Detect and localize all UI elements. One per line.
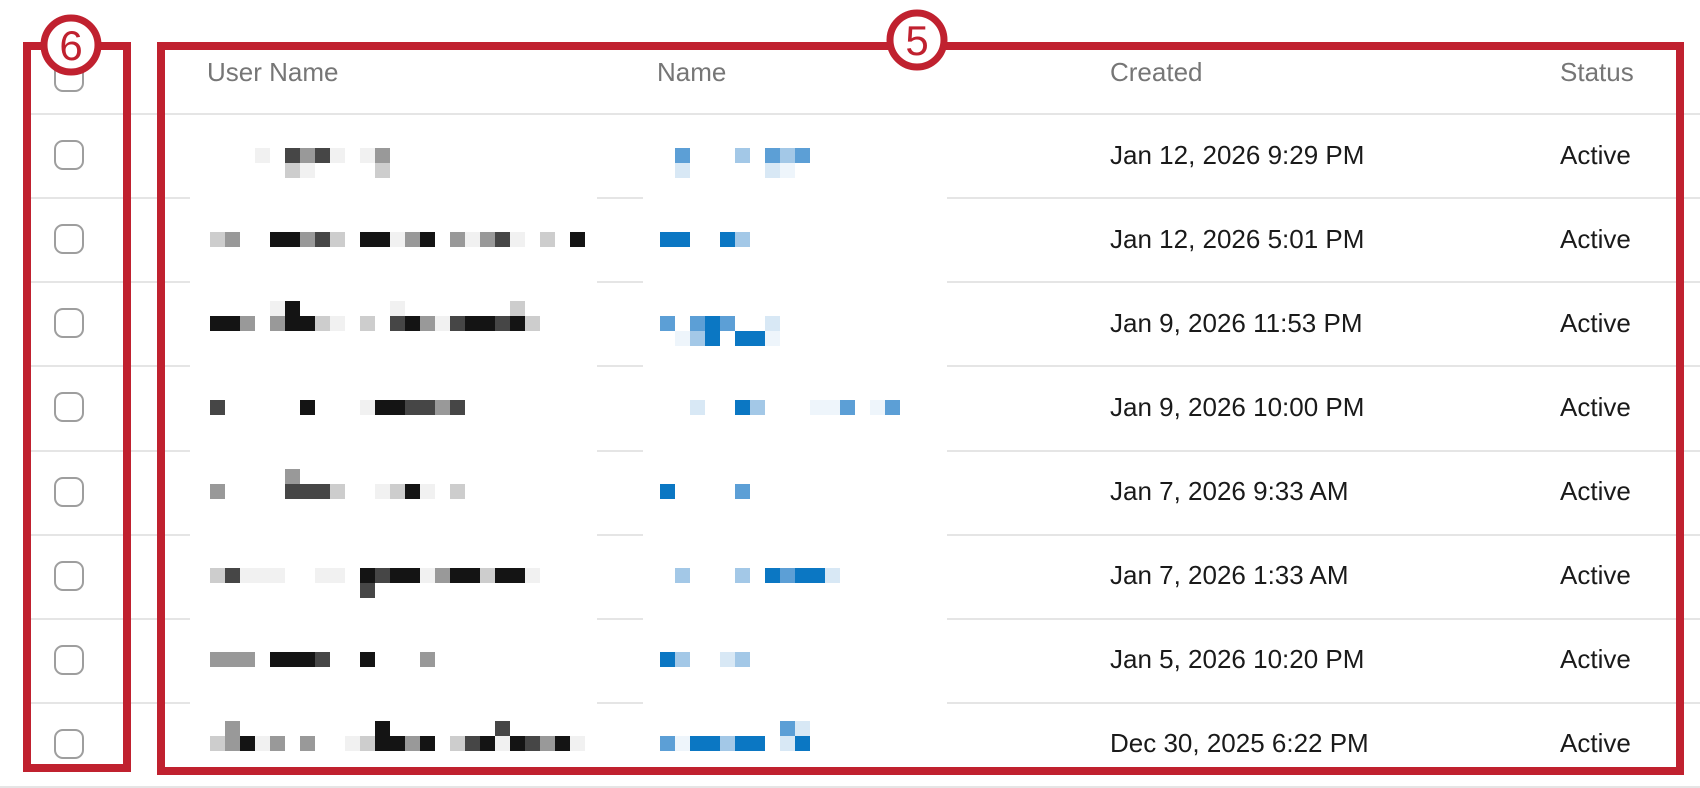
redaction-cell <box>795 721 810 737</box>
redaction-cell <box>675 568 690 584</box>
redaction-cell <box>885 399 900 415</box>
redaction-cell <box>675 162 690 178</box>
table-row[interactable]: Jan 9, 2026 10:00 PM Active <box>0 365 1700 449</box>
status-cell: Active <box>1560 476 1631 507</box>
status-cell: Active <box>1560 307 1631 338</box>
created-cell: Jan 7, 2026 1:33 AM <box>1110 560 1349 591</box>
redaction-cell <box>720 736 735 752</box>
redacted-name <box>0 365 1700 449</box>
table-row[interactable]: Jan 12, 2026 9:29 PM Active <box>0 113 1700 197</box>
redaction-cell <box>780 736 795 752</box>
table-row[interactable]: Jan 7, 2026 1:33 AM Active <box>0 534 1700 618</box>
redaction-cell <box>795 147 810 163</box>
redaction-cell <box>690 736 705 752</box>
redaction-cell <box>735 231 750 247</box>
status-cell: Active <box>1560 139 1631 170</box>
redaction-cell <box>735 568 750 584</box>
redacted-name <box>0 702 1700 786</box>
redaction-cell <box>810 568 825 584</box>
redaction-cell <box>735 484 750 500</box>
redaction-cell <box>675 652 690 668</box>
redaction-cell <box>675 231 690 247</box>
redaction-cell <box>720 231 735 247</box>
table-row[interactable]: Dec 30, 2025 6:22 PM Active <box>0 702 1700 786</box>
redacted-name <box>0 113 1700 197</box>
redaction-cell <box>780 147 795 163</box>
created-cell: Jan 5, 2026 10:20 PM <box>1110 644 1365 675</box>
table-row[interactable]: Jan 7, 2026 9:33 AM Active <box>0 450 1700 534</box>
table-row[interactable]: Jan 9, 2026 11:53 PM Active <box>0 281 1700 365</box>
status-cell: Active <box>1560 644 1631 675</box>
redaction-cell <box>735 147 750 163</box>
column-header-created: Created <box>1110 57 1203 87</box>
redacted-name <box>0 197 1700 281</box>
redacted-name <box>0 281 1700 365</box>
table-row[interactable]: Jan 12, 2026 5:01 PM Active <box>0 197 1700 281</box>
status-cell: Active <box>1560 560 1631 591</box>
created-cell: Jan 12, 2026 5:01 PM <box>1110 223 1365 254</box>
redaction-cell <box>735 736 750 752</box>
redaction-cell <box>750 736 765 752</box>
redaction-cell <box>735 652 750 668</box>
redaction-cell <box>660 231 675 247</box>
redaction-cell <box>780 721 795 737</box>
column-header-name: Name <box>657 57 727 87</box>
redaction-cell <box>690 315 705 331</box>
table-row[interactable]: Jan 5, 2026 10:20 PM Active <box>0 618 1700 702</box>
created-cell: Dec 30, 2025 6:22 PM <box>1110 728 1369 759</box>
redaction-cell <box>765 315 780 331</box>
select-all-checkbox[interactable] <box>54 62 84 92</box>
redaction-cell <box>675 736 690 752</box>
redaction-cell <box>780 162 795 178</box>
redacted-name <box>0 534 1700 618</box>
redaction-cell <box>705 330 720 346</box>
redaction-cell <box>870 399 885 415</box>
redaction-cell <box>675 147 690 163</box>
redaction-cell <box>825 399 840 415</box>
redaction-cell <box>720 652 735 668</box>
redaction-cell <box>810 399 825 415</box>
status-cell: Active <box>1560 223 1631 254</box>
created-cell: Jan 12, 2026 9:29 PM <box>1110 139 1365 170</box>
redaction-cell <box>690 399 705 415</box>
redaction-cell <box>765 330 780 346</box>
redaction-cell <box>795 736 810 752</box>
redaction-cell <box>735 330 750 346</box>
redaction-cell <box>840 399 855 415</box>
redaction-cell <box>660 315 675 331</box>
redaction-cell <box>750 399 765 415</box>
redaction-cell <box>825 568 840 584</box>
redaction-cell <box>690 330 705 346</box>
redaction-cell <box>765 568 780 584</box>
redaction-cell <box>795 568 810 584</box>
redaction-cell <box>780 568 795 584</box>
redaction-cell <box>735 399 750 415</box>
created-cell: Jan 9, 2026 10:00 PM <box>1110 391 1365 422</box>
created-cell: Jan 9, 2026 11:53 PM <box>1110 307 1363 338</box>
redaction-cell <box>705 736 720 752</box>
status-cell: Active <box>1560 728 1631 759</box>
column-header-status: Status <box>1560 57 1634 87</box>
redaction-cell <box>660 484 675 500</box>
redaction-cell <box>705 315 720 331</box>
redaction-cell <box>765 162 780 178</box>
redaction-cell <box>660 736 675 752</box>
status-cell: Active <box>1560 391 1631 422</box>
created-cell: Jan 7, 2026 9:33 AM <box>1110 476 1349 507</box>
column-header-user-name: User Name <box>207 57 339 87</box>
redaction-cell <box>750 330 765 346</box>
redacted-name <box>0 450 1700 534</box>
redaction-cell <box>660 652 675 668</box>
redaction-cell <box>720 315 735 331</box>
redacted-name <box>0 618 1700 702</box>
redaction-cell <box>765 147 780 163</box>
redaction-cell <box>675 330 690 346</box>
row-separator <box>0 786 1700 788</box>
